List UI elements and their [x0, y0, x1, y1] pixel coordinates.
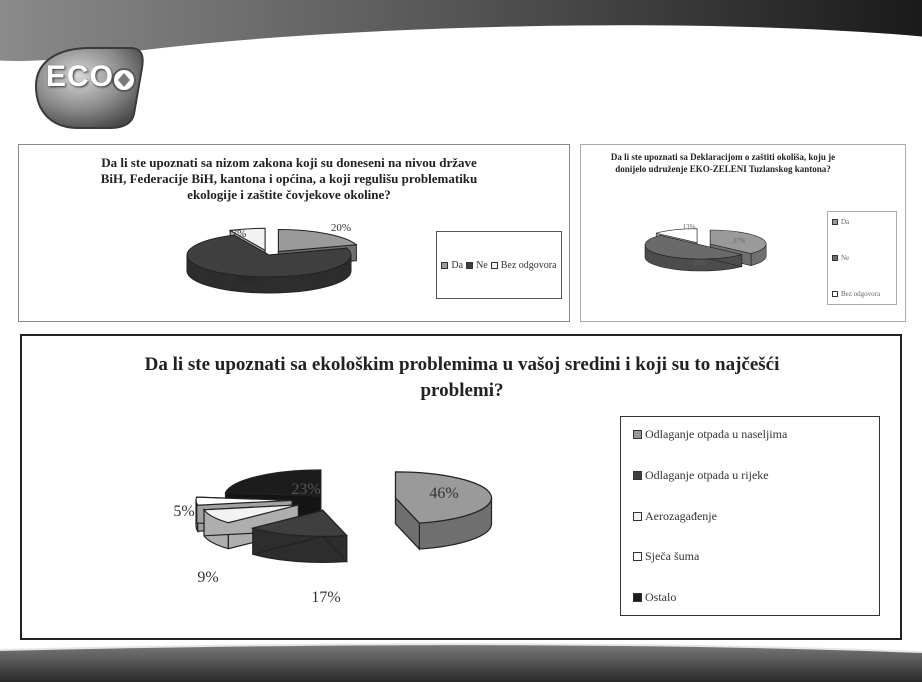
legend-swatch	[441, 261, 449, 269]
data-label-bez-odgovora: 7%	[232, 228, 247, 240]
pie-slice-aerozaga-enje	[202, 504, 299, 524]
legend-item-ne: Ne	[466, 260, 488, 271]
legend-swatch	[466, 261, 474, 269]
chart-zakoni-legend: Da Ne Bez odgovora	[436, 231, 562, 299]
data-label-bez-odgovora: 13%	[683, 223, 696, 231]
legend-label: Bez odgovora	[841, 290, 881, 298]
legend-label: Odlaganje otpada u rijeke	[645, 467, 769, 482]
legend-item-ne: Ne	[832, 254, 892, 262]
legend-swatch	[832, 219, 838, 225]
legend-swatch	[633, 470, 642, 480]
data-label-odlaganje-otpada-u-rijeke: 17%	[311, 589, 340, 606]
pie-slice-ne	[186, 234, 352, 278]
pie-slice-sjeca-suma	[195, 496, 293, 506]
legend-item-bez-odgovora: Bez odgovora	[832, 290, 892, 298]
eco-logo-text: ECO	[46, 60, 115, 93]
legend-label: Ostalo	[645, 590, 677, 604]
pie-slice-bez-odgovora	[656, 228, 698, 244]
legend-swatch	[633, 593, 642, 602]
chart-problemi-panel: Da li ste upoznati sa ekološkim problemi…	[20, 334, 902, 640]
data-label-da: 37%	[733, 237, 746, 245]
eco-logo-badge-icon	[34, 47, 144, 129]
data-label-ne: 73%	[237, 274, 257, 286]
legend-label: Da	[841, 218, 850, 226]
data-label-sjeca-suma: 5%	[173, 503, 194, 520]
legend-label: Aerozagađenje	[645, 508, 717, 523]
pie-slice-odlaganje-otpada-u-naseljima	[394, 471, 493, 524]
eco-logo: ECO	[30, 42, 150, 130]
legend-label: Odlaganje otpada u naseljima	[645, 427, 788, 441]
legend-item-da: Da	[441, 260, 463, 271]
legend-item-odlaganje-otpada-u-rijeke: Odlaganje otpada u rijeke	[633, 468, 867, 483]
legend-swatch	[633, 552, 642, 562]
legend-item-bez-odgovora: Bez odgovora	[490, 259, 557, 271]
pie-slice-ostalo	[224, 469, 322, 497]
pie-slice-ne	[644, 235, 742, 260]
legend-swatch	[832, 255, 838, 261]
data-label-aerozaga-enje: 9%	[197, 569, 218, 586]
chart-problemi-legend: Odlaganje otpada u naseljima Odlaganje ot…	[620, 416, 880, 616]
legend-item-aerozaga-enje: Aerozagađenje	[633, 509, 867, 524]
data-label-ostalo: 23%	[291, 481, 320, 498]
data-label-da: 20%	[331, 222, 351, 234]
legend-swatch	[490, 261, 498, 269]
legend-swatch	[832, 291, 838, 297]
legend-label: Da	[451, 259, 464, 271]
legend-label: Bez odgovora	[500, 259, 557, 271]
chart-zakoni-plot: 20% 73% 7%	[186, 222, 358, 294]
chart-deklaracija-panel: Da li ste upoznati sa Deklaracijom o zaš…	[580, 144, 906, 322]
data-label-odlaganje-otpada-u-naseljima: 46%	[429, 485, 458, 502]
chart-problemi-title: Da li ste upoznati sa ekološkim problemi…	[144, 354, 780, 401]
legend-item-da: Da	[832, 218, 892, 226]
pie-slice-odlaganje-otpada-u-rijeke	[250, 509, 349, 538]
chart-zakoni-panel: Da li ste upoznati sa nizom zakona koji …	[18, 144, 570, 322]
chart-deklaracija-title: Da li ste upoznati sa Deklaracijom o zaš…	[610, 152, 836, 174]
chart-deklaracija-legend: Da Ne Bez odgovora	[827, 211, 897, 305]
legend-swatch	[633, 511, 642, 521]
legend-item-odlaganje-otpada-u-naseljima: Odlaganje otpada u naseljima	[633, 427, 867, 442]
pie-slice-da	[277, 229, 358, 253]
legend-swatch	[633, 430, 642, 439]
chart-problemi-plot: 46% 17% 9% 5% 23%	[173, 469, 493, 606]
pie-slice-bez-odgovora	[228, 227, 266, 252]
pie-slice-da	[709, 229, 767, 254]
legend-label: Ne	[476, 259, 488, 271]
chart-deklaracija-plot: 37% 50% 13%	[644, 223, 767, 272]
legend-label: Ne	[841, 254, 850, 262]
chart-zakoni-title: Da li ste upoznati sa nizom zakona koji …	[100, 155, 478, 202]
data-label-ne: 50%	[693, 259, 706, 267]
legend-item-ostalo: Ostalo	[633, 590, 867, 605]
legend-item-sjeca-suma: Sječa šuma	[633, 549, 867, 564]
legend-label: Sječa šuma	[645, 549, 700, 564]
